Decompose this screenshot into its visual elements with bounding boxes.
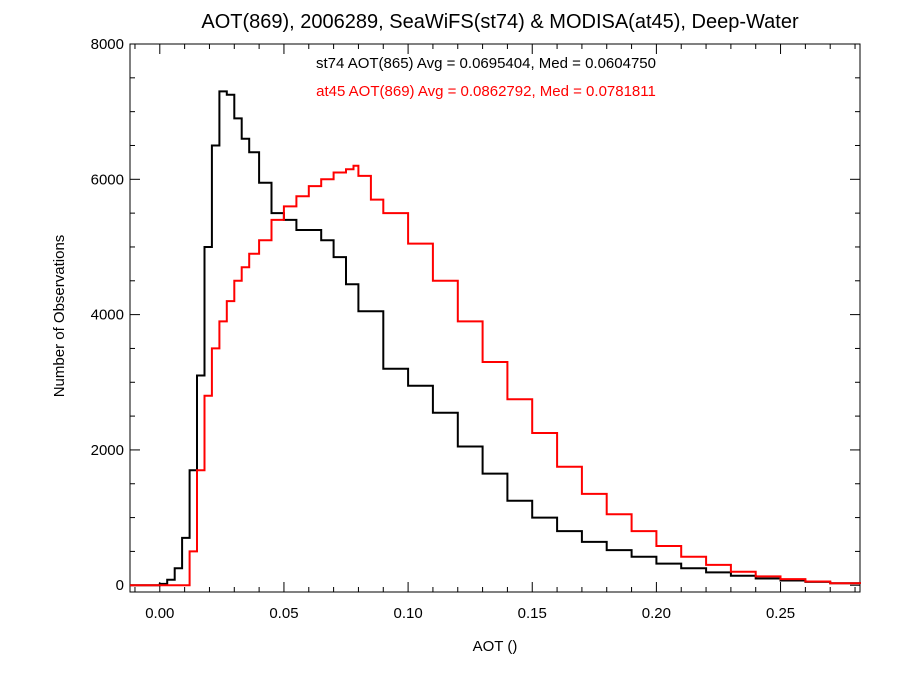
series-layer — [130, 90, 861, 587]
y-tick-label: 6000 — [91, 171, 124, 188]
y-tick-label: 0 — [116, 577, 124, 594]
chart-title: AOT(869), 2006289, SeaWiFS(st74) & MODIS… — [201, 11, 799, 33]
y-tick-label: 4000 — [91, 307, 124, 324]
x-tick-label: 0.20 — [642, 605, 671, 622]
annotation-at45-stats: at45 AOT(869) Avg = 0.0862792, Med = 0.0… — [316, 83, 656, 100]
y-tick-label: 8000 — [91, 36, 124, 53]
x-axis-label: AOT () — [473, 638, 518, 655]
plot-frame — [129, 43, 861, 593]
annotation-st74-stats: st74 AOT(865) Avg = 0.0695404, Med = 0.0… — [316, 55, 656, 72]
axis-ticks — [130, 43, 860, 592]
x-tick-label: 0.25 — [766, 605, 795, 622]
y-tick-label: 2000 — [91, 442, 124, 459]
series-at45-line — [130, 164, 861, 587]
axis-tick-labels: 0.00 0.05 0.10 0.15 0.20 0.25 0 2000 4000 6000 800… — [91, 36, 796, 622]
x-tick-label: 0.00 — [145, 605, 174, 622]
series-st74-line — [130, 90, 861, 587]
x-tick-label: 0.05 — [269, 605, 298, 622]
x-tick-label: 0.15 — [518, 605, 547, 622]
x-tick-label: 0.10 — [393, 605, 422, 622]
y-axis-label: Number of Observations — [51, 235, 68, 398]
